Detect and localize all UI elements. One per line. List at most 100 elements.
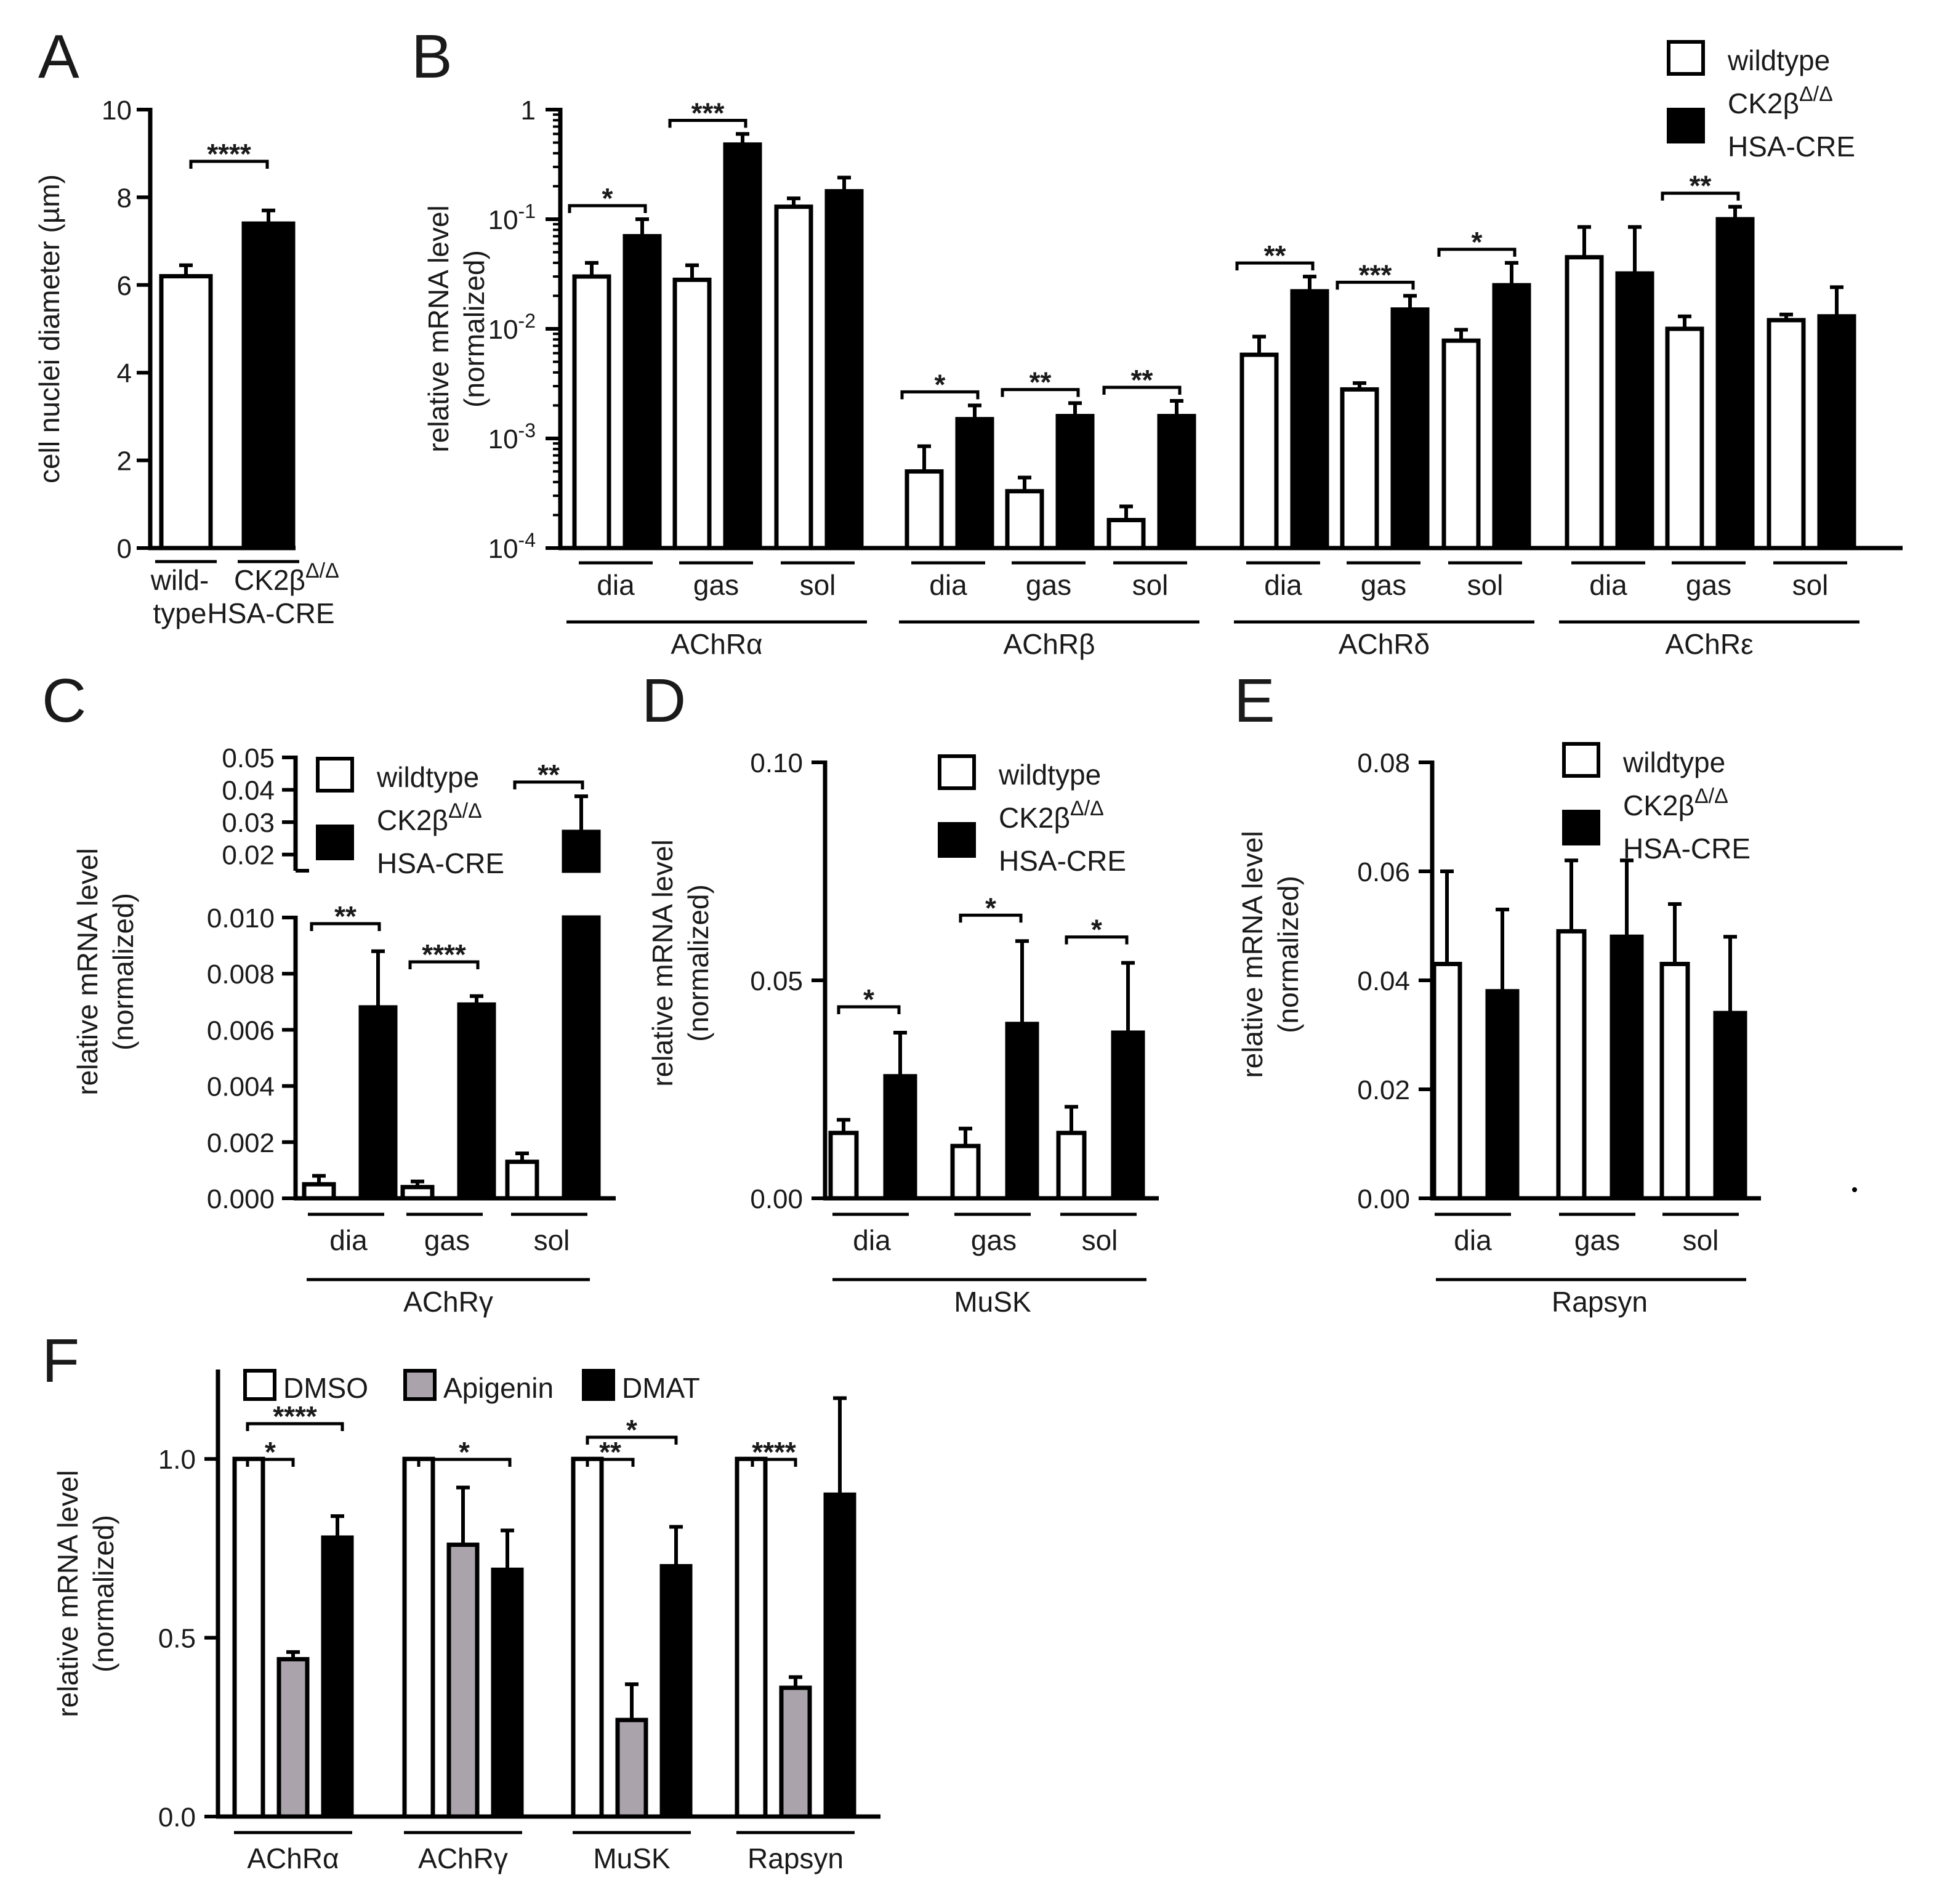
- bar-dmat: [491, 1567, 524, 1819]
- y-tick-label: 10: [102, 95, 132, 126]
- x-category-label: Rapsyn: [747, 1842, 844, 1874]
- bracket-line: [1336, 280, 1415, 290]
- x-group-label: AChRδ: [1339, 628, 1430, 660]
- panel-label-a: A: [38, 22, 79, 91]
- x-category-label: gas: [1026, 569, 1071, 601]
- y-tick-label: 1.0: [158, 1445, 196, 1475]
- legend-swatch-mutant: [316, 825, 354, 860]
- y-tick-label: 0.00: [1357, 1184, 1410, 1214]
- error-bar: [179, 263, 193, 276]
- y-axis-label: relative mRNA level (normalized): [71, 848, 139, 1095]
- bracket-line: [837, 1005, 901, 1014]
- error-bar: [1678, 314, 1691, 329]
- bar-wildtype: [774, 204, 813, 551]
- legend-mutant-label-line2: HSA-CRE: [1728, 131, 1855, 163]
- significance-bracket: **: [586, 1436, 635, 1468]
- error-bar: [1068, 401, 1082, 416]
- bar-mutant: [1157, 414, 1196, 551]
- bar-mutant: [824, 189, 864, 551]
- legend-mutant-label-line2: HSA-CRE: [1623, 833, 1751, 865]
- bar-mutant: [1005, 1022, 1039, 1201]
- y-tick-label: 0.000: [207, 1184, 275, 1214]
- bar-wildtype: [672, 277, 712, 551]
- bar-dmso: [571, 1456, 604, 1819]
- legend-wildtype-label: wildtype: [1622, 746, 1725, 778]
- y-axis-label: relative mRNA level (normalized): [422, 205, 490, 452]
- y-axis-label-line2: (normalized): [458, 250, 490, 408]
- bracket-line: [246, 1422, 344, 1431]
- tick-base: 1: [521, 95, 536, 126]
- legend-swatch-wildtype: [1667, 40, 1705, 76]
- tick-base: 10: [488, 315, 518, 345]
- tick-exponent: -1: [518, 200, 536, 222]
- x-category-label: dia: [929, 569, 967, 601]
- bar-wildtype: [1239, 352, 1279, 551]
- mutant-superscript: Δ/Δ: [1799, 83, 1833, 106]
- significance-bracket: *: [837, 983, 901, 1015]
- error-bar: [959, 1126, 972, 1147]
- x-category-label: AChRγ: [418, 1842, 508, 1874]
- bar-1: [241, 221, 296, 551]
- bar-wildtype: [572, 274, 611, 551]
- x-category-label: sol: [1792, 569, 1829, 601]
- error-bar: [1015, 939, 1029, 1024]
- y-tick-label: 4: [117, 358, 132, 389]
- y-tick-label: 10-1: [488, 200, 536, 235]
- y-tick-label: 0.5: [158, 1624, 196, 1654]
- significance-bracket: ***: [668, 97, 747, 129]
- bar-mutant: [1492, 283, 1531, 551]
- x-category-label: sol: [800, 569, 836, 601]
- significance-bracket: *: [959, 892, 1023, 924]
- significance-stars: ***: [1359, 259, 1392, 291]
- error-bar: [833, 1396, 847, 1495]
- bracket-line: [1235, 261, 1315, 271]
- error-bar: [837, 175, 851, 192]
- bracket-line: [513, 780, 584, 789]
- x-category-label: gas: [971, 1224, 1017, 1256]
- panel-label-b: B: [411, 22, 453, 91]
- panel-label-d: D: [642, 666, 686, 735]
- legend-swatch-apigenin: [403, 1369, 437, 1401]
- bar-wildtype: [302, 1182, 336, 1201]
- significance-stars: *: [265, 1436, 276, 1468]
- bar-wildtype: [1056, 1131, 1087, 1201]
- x-group-label: AChRγ: [403, 1286, 493, 1318]
- bracket-line: [408, 960, 480, 969]
- significance-stars: **: [1264, 240, 1286, 272]
- significance-stars: *: [1091, 914, 1102, 946]
- bar-apigenin: [446, 1543, 480, 1819]
- mutant-name: CK2β: [377, 804, 448, 836]
- bracket-line: [310, 922, 381, 931]
- significance-stars: **: [1029, 366, 1052, 398]
- error-bar: [1353, 381, 1366, 390]
- y-axis-label: relative mRNA level (normalized): [1236, 831, 1304, 1078]
- error-bar: [1440, 869, 1454, 964]
- error-bar: [1628, 225, 1642, 274]
- significance-bracket: *: [417, 1436, 512, 1468]
- bracket-line: [668, 118, 747, 128]
- x-category-label: gas: [1686, 569, 1731, 601]
- mutant-name: CK2β: [234, 564, 305, 596]
- x-category-label: dia: [329, 1224, 368, 1256]
- bar-wildtype: [1432, 961, 1462, 1201]
- error-bar: [736, 132, 749, 145]
- mutant-superscript: Δ/Δ: [1070, 797, 1104, 820]
- bracket-line: [246, 1458, 295, 1467]
- significance-stars: *: [935, 368, 946, 400]
- x-category-label: dia: [1454, 1224, 1492, 1256]
- y-tick-label: 0.04: [1357, 966, 1410, 996]
- error-bar: [1018, 475, 1031, 491]
- error-bar: [1668, 902, 1682, 964]
- mutant-superscript: Δ/Δ: [305, 559, 339, 583]
- significance-stars: **: [1131, 364, 1153, 396]
- bar-dmat: [659, 1563, 693, 1819]
- legend-swatch-mutant: [938, 822, 976, 858]
- error-bar: [286, 1650, 300, 1660]
- error-bar: [1454, 328, 1468, 341]
- error-bar: [669, 1525, 683, 1567]
- bar-wildtype: [1005, 489, 1044, 551]
- legend-label-dmat: DMAT: [622, 1372, 700, 1404]
- bar-wildtype: [1340, 387, 1379, 551]
- legend-swatch-wildtype: [938, 754, 976, 790]
